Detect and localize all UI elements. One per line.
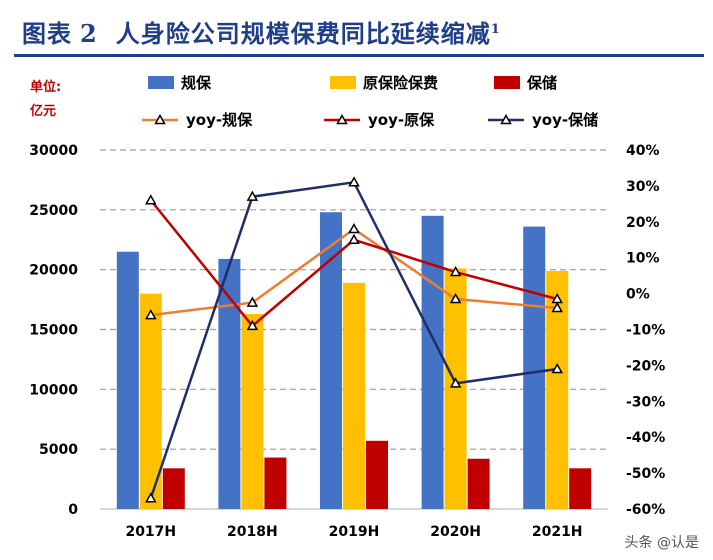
figure-title: 图表 2 人身险公司规模保费同比延续缩减1 <box>22 14 501 49</box>
figure-footnote: 1 <box>490 22 501 37</box>
x-tick-label: 2020H <box>430 524 481 540</box>
bar-3 <box>569 468 592 509</box>
y-left-tick-label: 10000 <box>29 382 78 398</box>
line-marker-2 <box>449 266 462 277</box>
bar-1 <box>523 226 546 509</box>
y-right-tick-label: -50% <box>626 466 665 482</box>
y-left-tick-label: 25000 <box>29 203 78 219</box>
bar-1 <box>320 212 342 509</box>
figure-header: 图表 2 人身险公司规模保费同比延续缩减1 <box>0 0 713 57</box>
legend-label: 保储 <box>526 74 557 92</box>
legend-swatch-bar-1 <box>148 76 174 89</box>
y-right-tick-label: -30% <box>626 394 665 410</box>
figure-number: 2 <box>80 19 98 48</box>
title-rule <box>14 54 704 57</box>
x-tick-label: 2018H <box>227 524 278 540</box>
bar-1 <box>116 251 139 509</box>
line-marker-2 <box>145 194 157 205</box>
line-marker-1 <box>145 309 157 320</box>
legend-label: 原保险保费 <box>363 74 438 92</box>
bar-1 <box>421 215 444 510</box>
legend-swatch-marker <box>336 113 348 125</box>
legend-swatch-bar-2 <box>330 76 356 89</box>
bar-1 <box>218 258 241 509</box>
line-marker-3 <box>551 362 563 374</box>
bar-3 <box>264 457 287 509</box>
watermark: 头条 @认是 <box>624 535 699 551</box>
y-left-tick-label: 5000 <box>39 442 78 458</box>
legend-swatch-bar-3 <box>494 76 520 89</box>
x-tick-label: 2019H <box>329 524 380 540</box>
bar-2 <box>139 293 162 509</box>
bar-2 <box>546 270 569 509</box>
y-left-tick-label: 30000 <box>29 143 78 159</box>
legend-label: yoy-原保 <box>368 111 435 129</box>
y-right-tick-label: -40% <box>626 430 665 446</box>
unit-label-line1: 单位: <box>30 80 62 95</box>
line-marker-1 <box>348 222 360 234</box>
y-left-tick-label: 0 <box>68 502 78 518</box>
y-left-tick-label: 15000 <box>29 323 78 339</box>
line-marker-3 <box>348 176 360 187</box>
legend-swatch-marker <box>154 113 166 125</box>
bar-3 <box>366 440 388 509</box>
line-marker-1 <box>449 292 462 304</box>
y-right-tick-label: 20% <box>626 215 660 231</box>
bar-3 <box>162 468 185 509</box>
bar-2 <box>444 268 467 509</box>
y-right-tick-label: -20% <box>626 358 665 374</box>
line-marker-3 <box>145 492 157 503</box>
y-right-tick-label: 30% <box>626 179 660 195</box>
y-right-tick-label: -10% <box>626 323 665 339</box>
line-marker-3 <box>246 190 259 201</box>
x-tick-label: 2021H <box>532 524 583 540</box>
line-marker-2 <box>348 233 360 244</box>
line-marker-2 <box>246 319 259 331</box>
figure-title-text: 人身险公司规模保费同比延续缩减 <box>115 19 491 48</box>
bar-3 <box>467 458 490 509</box>
unit-label-line2: 亿元 <box>30 104 57 119</box>
legend-label: yoy-规保 <box>186 111 253 129</box>
y-right-tick-label: 10% <box>626 251 660 267</box>
line-marker-2 <box>551 292 563 304</box>
figure-label: 图表 <box>22 19 72 48</box>
legend-label: yoy-保储 <box>532 111 598 129</box>
y-left-tick-label: 20000 <box>29 263 78 279</box>
line-marker-1 <box>246 296 259 307</box>
line-marker-1 <box>551 301 563 313</box>
legend-label: 规保 <box>181 74 212 92</box>
line-marker-3 <box>449 377 462 388</box>
x-tick-label: 2017H <box>125 524 176 540</box>
bar-2 <box>343 282 365 509</box>
y-right-tick-label: 0% <box>626 287 650 303</box>
bar-2 <box>241 313 264 509</box>
y-right-tick-label: -60% <box>626 502 665 518</box>
y-right-tick-label: 40% <box>626 143 660 159</box>
legend-swatch-marker <box>500 113 512 125</box>
